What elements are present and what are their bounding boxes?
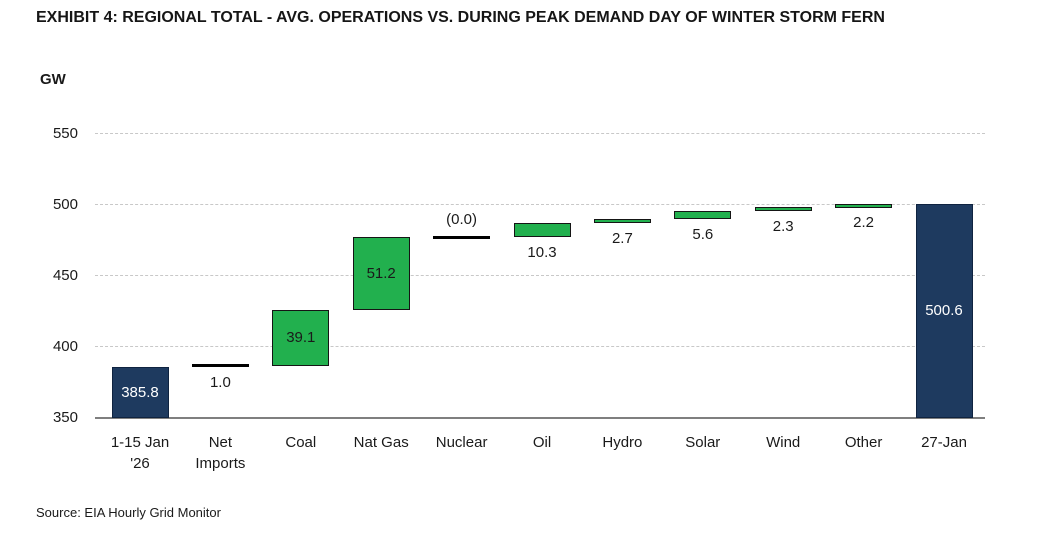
- bar-oil: [513, 222, 571, 238]
- bar-27-jan: 500.6: [915, 203, 973, 418]
- category-label-net-imports: Net Imports: [170, 432, 270, 474]
- category-label-line: '26: [130, 455, 150, 472]
- category-label-1-15-jan-26: 1-15 Jan '26: [90, 432, 190, 474]
- y-tick-350: 350: [52, 409, 78, 426]
- value-label-27-jan: 500.6: [925, 302, 963, 320]
- bar-1-15-jan-26: 385.8: [111, 367, 169, 418]
- bar-wind: [754, 207, 812, 212]
- value-label-wind: 2.3: [772, 217, 794, 235]
- connector-nuclear: [433, 235, 491, 239]
- y-tick-550: 550: [52, 124, 78, 142]
- category-label-line: Coal: [285, 434, 317, 451]
- value-label-net-imports: 1.0: [209, 374, 231, 392]
- bar-other: [835, 204, 893, 209]
- y-tick-500: 500: [52, 195, 78, 213]
- bar-hydro: [593, 218, 651, 223]
- category-label-nat-gas: Nat Gas: [331, 432, 431, 453]
- y-tick-400: 400: [52, 337, 78, 355]
- gridline-400: [95, 346, 985, 348]
- category-label-coal: Coal: [251, 432, 351, 453]
- value-label-nuclear: (0.0): [446, 210, 478, 228]
- category-label-solar: Solar: [653, 432, 753, 453]
- category-label-line: Imports: [195, 455, 246, 472]
- category-label-wind: Wind: [733, 432, 833, 453]
- bar-nat-gas: 51.2: [352, 237, 410, 311]
- category-label-line: Oil: [532, 434, 552, 451]
- y-tick-450: 450: [52, 266, 78, 284]
- connector-net-imports: [191, 364, 249, 368]
- value-label-coal: 39.1: [286, 329, 316, 347]
- bar-coal: 39.1: [272, 310, 330, 366]
- bar-solar: [674, 210, 732, 219]
- category-label-other: Other: [814, 432, 914, 453]
- category-label-oil: Oil: [492, 432, 592, 453]
- value-label-1-15-jan-26: 385.8: [121, 384, 159, 402]
- category-label-line: Wind: [766, 434, 801, 451]
- value-label-other: 2.2: [853, 214, 875, 232]
- gridline-550: [95, 133, 985, 134]
- gridline-500: [95, 204, 985, 206]
- category-label-line: 1-15 Jan: [110, 434, 170, 451]
- category-label-line: Nat Gas: [353, 434, 409, 451]
- category-label-line: Hydro: [602, 434, 643, 451]
- category-label-line: Nuclear: [435, 434, 488, 451]
- exhibit-title: EXHIBIT 4: REGIONAL TOTAL - AVG. OPERATI…: [36, 9, 885, 26]
- category-label-nuclear: Nuclear: [412, 432, 512, 453]
- x-axis-line: [95, 417, 985, 419]
- category-label-27-jan: 27-Jan: [894, 432, 994, 453]
- category-label-line: Solar: [685, 434, 721, 451]
- category-label-hydro: Hydro: [572, 432, 672, 453]
- category-label-line: Net: [208, 434, 233, 451]
- source-note: Source: EIA Hourly Grid Monitor: [36, 505, 221, 520]
- category-label-line: 27-Jan: [921, 434, 967, 451]
- gridline-450: [95, 275, 985, 277]
- value-label-nat-gas: 51.2: [366, 265, 396, 283]
- category-label-line: Other: [844, 434, 883, 451]
- value-label-oil: 10.3: [527, 244, 557, 262]
- value-label-hydro: 2.7: [611, 229, 633, 247]
- y-axis-unit-label: GW: [40, 71, 66, 88]
- value-label-solar: 5.6: [692, 225, 714, 243]
